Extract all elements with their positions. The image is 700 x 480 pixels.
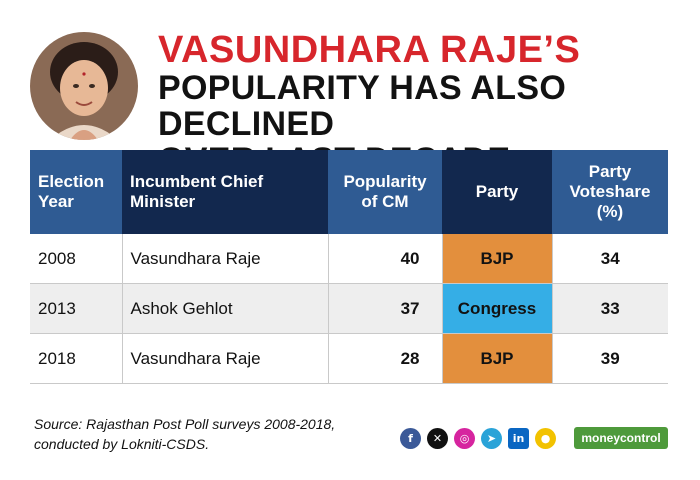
instagram-icon[interactable]: ◎ [454,428,475,449]
source-note: Source: Rajasthan Post Poll surveys 2008… [34,414,335,454]
cell-popularity: 28 [328,333,443,384]
cell-year: 2008 [30,234,123,284]
cell-year: 2013 [30,283,123,334]
table-row: 2018 Vasundhara Raje 28 BJP 39 [30,333,668,384]
telegram-icon[interactable]: ➤ [481,428,502,449]
cell-party: Congress [442,283,553,334]
cell-voteshare: 33 [552,283,668,334]
source-line-2: conducted by Lokniti-CSDS. [34,436,210,452]
header-election-year: Election Year [30,150,122,234]
facebook-icon[interactable]: f [400,428,421,449]
cell-popularity: 40 [328,234,443,284]
cell-voteshare: 39 [552,333,668,384]
headline-line-1: VASUNDHARA RAJE’S [158,29,581,71]
headline-line-2: POPULARITY HAS ALSO DECLINED [158,69,567,143]
table-row: 2008 Vasundhara Raje 40 BJP 34 [30,234,668,284]
portrait-photo [30,32,138,140]
table-header-row: Election Year Incumbent Chief Minister P… [30,150,668,234]
cell-cm: Vasundhara Raje [122,333,329,384]
linkedin-icon[interactable]: in [508,428,529,449]
cell-cm: Ashok Gehlot [122,283,329,334]
cell-voteshare: 34 [552,234,668,284]
cell-party: BJP [442,333,553,384]
source-line-1: Source: Rajasthan Post Poll surveys 2008… [34,416,336,432]
cell-popularity: 37 [328,283,443,334]
header-incumbent-cm: Incumbent Chief Minister [122,150,328,234]
portrait-illustration [30,32,138,140]
header-voteshare: Party Voteshare (%) [552,150,668,234]
popularity-table: Election Year Incumbent Chief Minister P… [30,150,668,384]
social-links: f ✕ ◎ ➤ in ● [400,428,556,449]
cell-cm: Vasundhara Raje [122,234,329,284]
cell-year: 2018 [30,333,123,384]
table-row: 2013 Ashok Gehlot 37 Congress 33 [30,283,668,334]
cell-party: BJP [442,234,553,284]
koo-icon[interactable]: ● [535,428,556,449]
moneycontrol-logo[interactable]: moneycontrol [574,427,668,449]
header-popularity: Popularity of CM [328,150,442,234]
header-party: Party [442,150,552,234]
x-icon[interactable]: ✕ [427,428,448,449]
